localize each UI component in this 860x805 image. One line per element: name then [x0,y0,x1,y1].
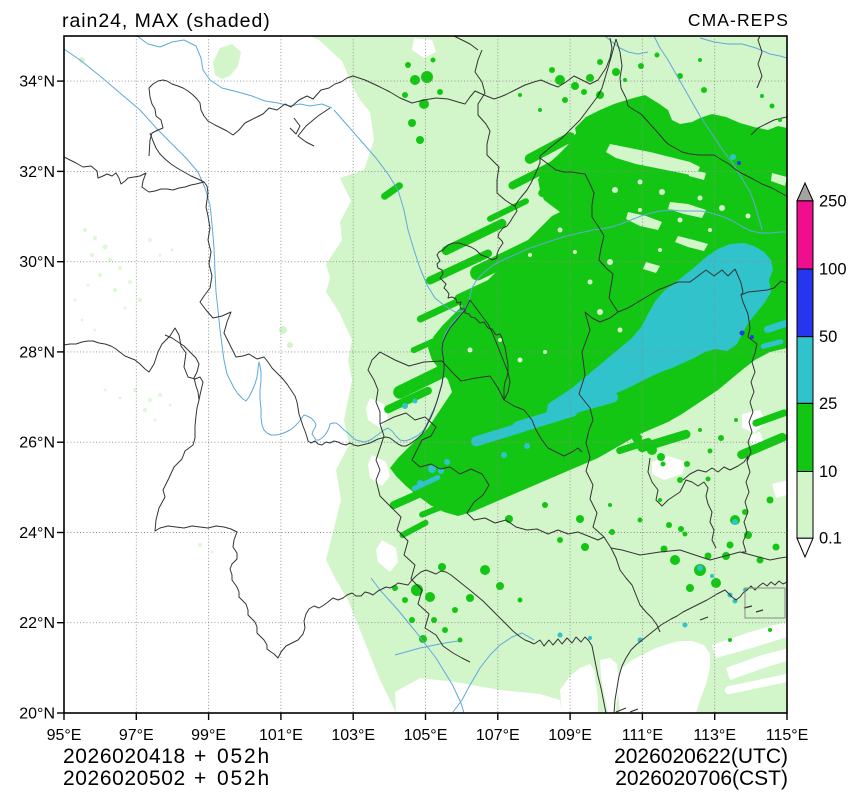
svg-text:22°N: 22°N [19,615,55,632]
svg-text:34°N: 34°N [19,74,55,91]
svg-text:2026020418+052h: 2026020418 +052h [63,745,271,768]
svg-text:113°E: 113°E [693,727,736,744]
svg-text:95°E: 95°E [47,727,82,744]
svg-text:99°E: 99°E [191,727,226,744]
svg-text:CMA-REPS: CMA-REPS [688,10,789,30]
svg-text:105°E: 105°E [404,727,448,744]
svg-text:0.1: 0.1 [819,530,842,548]
svg-text:rain24, MAX (shaded): rain24, MAX (shaded) [62,10,271,32]
svg-text:2026020622(UTC): 2026020622(UTC) [614,745,788,768]
svg-text:32°N: 32°N [19,164,55,181]
svg-text:97°E: 97°E [119,727,154,744]
svg-text:28°N: 28°N [19,344,55,361]
svg-text:26°N: 26°N [19,435,55,452]
svg-text:100: 100 [819,261,847,279]
svg-text:10: 10 [819,463,837,481]
svg-text:101°E: 101°E [259,727,303,744]
svg-text:30°N: 30°N [19,254,55,271]
svg-text:2026020706(CST): 2026020706(CST) [615,767,788,790]
svg-text:24°N: 24°N [19,525,55,542]
svg-text:109°E: 109°E [548,727,592,744]
svg-text:111°E: 111°E [622,727,663,744]
svg-text:50: 50 [819,328,837,346]
svg-text:115°E: 115°E [766,727,809,744]
svg-text:2026020502+052h: 2026020502 +052h [63,767,271,790]
svg-text:250: 250 [819,192,847,210]
svg-text:20°N: 20°N [19,706,55,723]
svg-text:107°E: 107°E [476,727,520,744]
svg-text:103°E: 103°E [331,727,375,744]
svg-text:25: 25 [819,395,837,413]
